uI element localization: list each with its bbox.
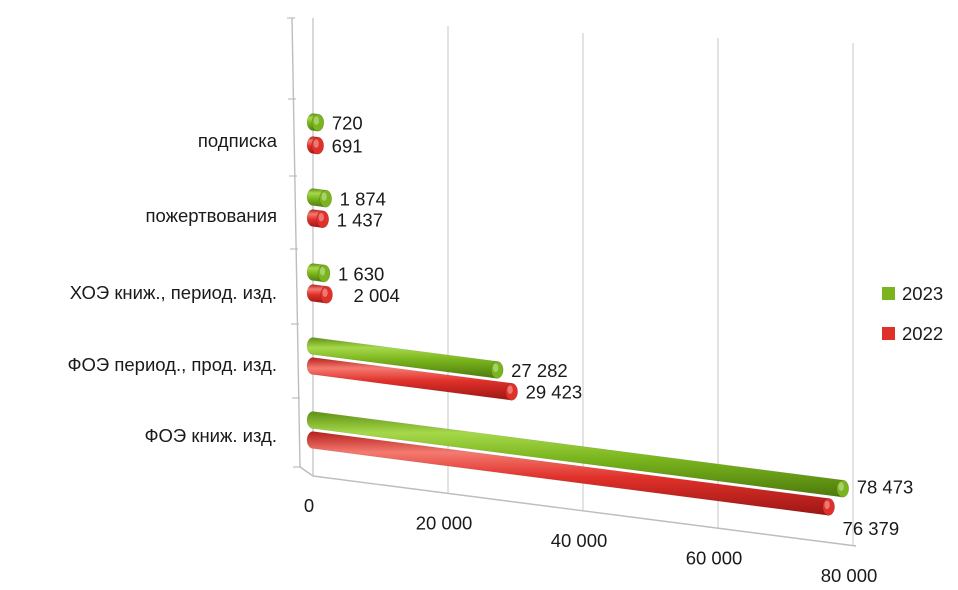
category-label: ХОЭ книж., период. изд.: [70, 282, 277, 303]
bar-cap-highlight: [824, 500, 830, 510]
data-label: 1 437: [337, 209, 383, 230]
legend-swatch-2022: [882, 327, 895, 340]
bar-2022: [306, 284, 333, 304]
bar-2023: [306, 113, 325, 132]
data-label: 691: [332, 136, 363, 157]
gridlines: [447, 26, 854, 546]
bar-2023: [306, 188, 332, 208]
bar-2023: [306, 411, 849, 498]
bar-cap: [320, 285, 333, 304]
bar-2023: [306, 337, 504, 379]
legend-label-2022: 2022: [902, 323, 943, 344]
data-label: 1 874: [340, 189, 386, 210]
bar-body: [306, 411, 843, 498]
bar-body: [306, 357, 512, 401]
bar-cap-highlight: [313, 116, 320, 125]
category-label: ФОЭ период., прод. изд.: [67, 354, 277, 375]
data-label: 27 282: [511, 360, 568, 381]
data-label: 29 423: [526, 382, 583, 403]
bar-cap: [836, 479, 849, 498]
x-tick-labels: 0 20 000 40 000 60 000 80 000: [304, 495, 877, 586]
bar-2022: [306, 357, 518, 401]
bar-cap-highlight: [321, 192, 327, 201]
bar-cap: [490, 361, 504, 379]
data-label: 720: [332, 113, 363, 134]
bar-cap: [319, 189, 332, 208]
x-tick-label: 60 000: [686, 548, 743, 569]
bar-2022: [306, 209, 329, 229]
bar-cap-highlight: [492, 363, 499, 373]
data-label: 78 473: [857, 477, 914, 498]
bars: [306, 113, 849, 516]
bar-cap-highlight: [322, 288, 328, 298]
bar-cap: [311, 136, 324, 155]
bar-cap: [311, 113, 325, 132]
x-tick-label: 80 000: [821, 565, 878, 586]
data-label: 76 379: [843, 518, 900, 539]
legend-item-2022: 2022: [882, 323, 943, 344]
legend-swatch-2023: [882, 287, 895, 300]
bar-cap-highlight: [318, 213, 324, 222]
bar-2023: [306, 263, 331, 283]
bar-cap-highlight: [507, 385, 513, 394]
data-labels: 78 473 27 282 1 630 1 874 720 76 379 29 423 2 0…: [332, 113, 914, 539]
legend: 2023 2022: [882, 283, 943, 344]
category-label: ФОЭ книж. изд.: [144, 425, 277, 446]
bar-cap-highlight: [838, 482, 844, 491]
left-depth-axis: [299, 466, 314, 477]
value-axis-line: [312, 475, 857, 547]
data-label: 2 004: [354, 285, 400, 306]
category-labels: ФОЭ книж. изд. ФОЭ период., прод. изд. ХОЭ…: [67, 130, 277, 446]
bar-2022: [306, 431, 835, 516]
x-tick-label: 40 000: [551, 530, 608, 551]
x-tick-label: 0: [304, 495, 314, 516]
back-wall-axis: [291, 17, 301, 468]
legend-label-2023: 2023: [902, 283, 943, 304]
axes: [287, 17, 857, 547]
bar-cap: [505, 382, 518, 401]
bar-cap-highlight: [313, 139, 319, 148]
data-label: 1 630: [338, 263, 384, 284]
x-tick-label: 20 000: [416, 513, 473, 534]
bar-body: [306, 431, 829, 516]
bar-cap: [316, 210, 329, 229]
bar-body: [306, 337, 498, 379]
category-label: пожертвования: [145, 205, 277, 226]
legend-item-2023: 2023: [882, 283, 943, 304]
category-label: подписка: [198, 130, 278, 151]
bar-cap: [822, 498, 835, 516]
bar-2022: [306, 136, 324, 155]
bar-cap: [317, 264, 331, 283]
bar-cap-highlight: [319, 267, 326, 276]
